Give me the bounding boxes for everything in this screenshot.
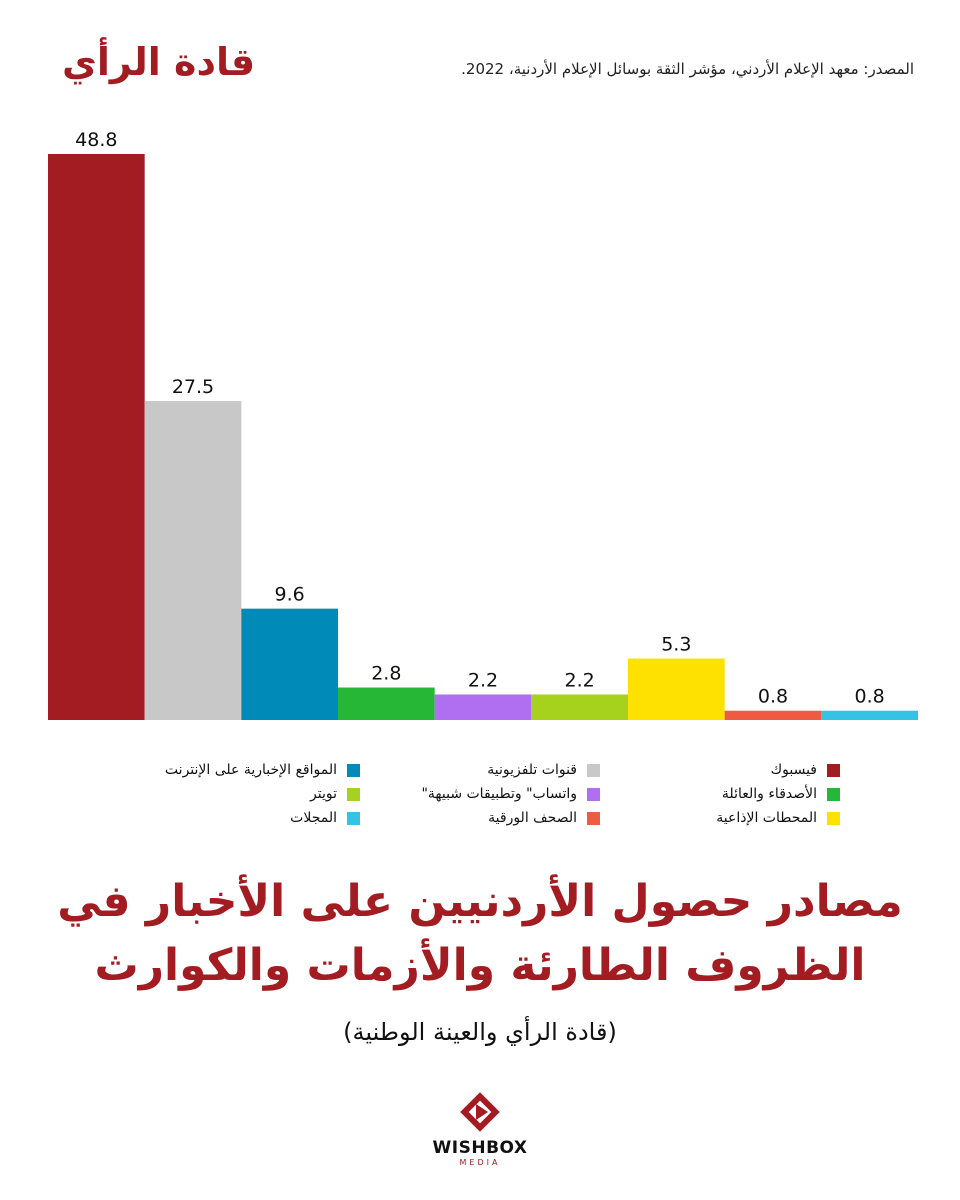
chart-legend: فيسبوك قنوات تلفزيونية المواقع الإخبارية ع… bbox=[120, 758, 840, 830]
legend-swatch-5 bbox=[587, 787, 600, 801]
legend-swatch-4 bbox=[827, 787, 840, 801]
data-label-1: 48.8 bbox=[75, 129, 117, 151]
bar-9 bbox=[821, 710, 918, 720]
chart-subtitle: (قادة الرأي والعينة الوطنية) bbox=[343, 1018, 617, 1046]
legend-swatch-7 bbox=[827, 811, 840, 825]
legend-label-5: واتساب" وتطبيقات شبيهة" bbox=[421, 786, 577, 802]
legend-label-3: المواقع الإخبارية على الإنترنت bbox=[164, 762, 337, 778]
bar-chart: 48.8 27.5 9.6 2.8 2.2 2.2 5.3 0.8 0.8 bbox=[48, 129, 918, 720]
data-label-3: 9.6 bbox=[275, 584, 305, 606]
data-label-5: 2.2 bbox=[468, 669, 498, 691]
legend-item-3: المواقع الإخبارية على الإنترنت bbox=[120, 758, 360, 782]
bar-6 bbox=[531, 694, 628, 720]
bar-8 bbox=[724, 710, 822, 720]
legend-swatch-8 bbox=[587, 811, 600, 825]
legend-swatch-1 bbox=[827, 763, 840, 777]
legend-label-4: الأصدقاء والعائلة bbox=[721, 786, 817, 802]
legend-label-7: المحطات الإذاعية bbox=[716, 810, 817, 826]
legend-item-8: الصحف الورقية bbox=[360, 806, 600, 830]
bar-4 bbox=[338, 687, 435, 720]
source-note: المصدر: معهد الإعلام الأردني، مؤشر الثقة… bbox=[461, 60, 914, 78]
wishbox-logo: WISHBOX MEDIA bbox=[430, 1090, 530, 1167]
logo-name: WISHBOX bbox=[432, 1138, 528, 1158]
logo-subtitle: MEDIA bbox=[459, 1158, 501, 1167]
legend-item-2: قنوات تلفزيونية bbox=[360, 758, 600, 782]
chart-title: مصادر حصول الأردنيين على الأخبار في الظر… bbox=[57, 876, 903, 991]
legend-item-9: المجلات bbox=[120, 806, 360, 830]
legend-item-5: واتساب" وتطبيقات شبيهة" bbox=[360, 782, 600, 806]
header-label: قادة الرأي bbox=[62, 40, 256, 84]
data-label-9: 0.8 bbox=[855, 686, 885, 708]
bar-5 bbox=[434, 694, 532, 720]
legend-item-6: تويتر bbox=[120, 782, 360, 806]
logo-icon bbox=[460, 1092, 500, 1132]
legend-item-1: فيسبوك bbox=[600, 758, 840, 782]
legend-swatch-2 bbox=[587, 763, 600, 777]
legend-swatch-9 bbox=[347, 811, 360, 825]
legend-label-2: قنوات تلفزيونية bbox=[487, 762, 577, 778]
legend-item-7: المحطات الإذاعية bbox=[600, 806, 840, 830]
bar-2 bbox=[144, 401, 242, 720]
data-label-7: 5.3 bbox=[661, 634, 691, 656]
legend-swatch-3 bbox=[347, 763, 360, 777]
data-label-4: 2.8 bbox=[371, 663, 401, 685]
data-label-8: 0.8 bbox=[758, 686, 788, 708]
data-label-6: 2.2 bbox=[565, 669, 595, 691]
data-label-2: 27.5 bbox=[172, 376, 214, 398]
legend-label-6: تويتر bbox=[310, 786, 337, 802]
legend-label-8: الصحف الورقية bbox=[488, 810, 577, 826]
legend-label-9: المجلات bbox=[290, 810, 337, 826]
legend-item-4: الأصدقاء والعائلة bbox=[600, 782, 840, 806]
bar-7 bbox=[628, 658, 725, 720]
legend-label-1: فيسبوك bbox=[770, 762, 817, 778]
legend-swatch-6 bbox=[347, 787, 360, 801]
bar-1 bbox=[48, 154, 145, 720]
bar-3 bbox=[241, 608, 338, 720]
